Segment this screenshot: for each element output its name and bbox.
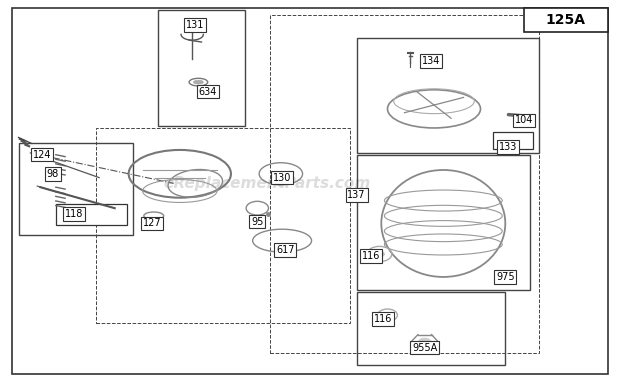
- Circle shape: [374, 251, 384, 257]
- Circle shape: [383, 312, 392, 318]
- Bar: [356, 155, 530, 290]
- Ellipse shape: [193, 80, 203, 84]
- Text: 116: 116: [361, 251, 380, 261]
- Text: 116: 116: [374, 314, 392, 324]
- Bar: [158, 10, 245, 126]
- Bar: [270, 15, 539, 353]
- Text: 617: 617: [276, 245, 294, 255]
- Bar: [56, 204, 127, 225]
- Text: 118: 118: [65, 209, 84, 219]
- Text: 634: 634: [198, 87, 217, 97]
- Text: 134: 134: [422, 56, 440, 66]
- Text: 124: 124: [33, 150, 51, 160]
- Text: 127: 127: [143, 219, 161, 228]
- Text: 131: 131: [186, 20, 205, 30]
- Bar: [19, 143, 133, 235]
- Bar: [356, 292, 505, 365]
- Text: 133: 133: [499, 142, 518, 152]
- Text: 98: 98: [46, 169, 59, 179]
- Bar: [96, 128, 350, 323]
- Text: 975: 975: [496, 272, 515, 282]
- Text: 95: 95: [251, 217, 264, 227]
- Text: eReplacementParts.com: eReplacementParts.com: [163, 176, 370, 191]
- Circle shape: [418, 338, 431, 346]
- Text: 125A: 125A: [546, 13, 586, 27]
- Text: 130: 130: [273, 173, 291, 183]
- Bar: [493, 132, 533, 149]
- Text: 955A: 955A: [412, 343, 437, 353]
- Text: 104: 104: [515, 115, 533, 125]
- Bar: [524, 8, 608, 32]
- Bar: [356, 38, 539, 153]
- Text: 137: 137: [347, 190, 366, 200]
